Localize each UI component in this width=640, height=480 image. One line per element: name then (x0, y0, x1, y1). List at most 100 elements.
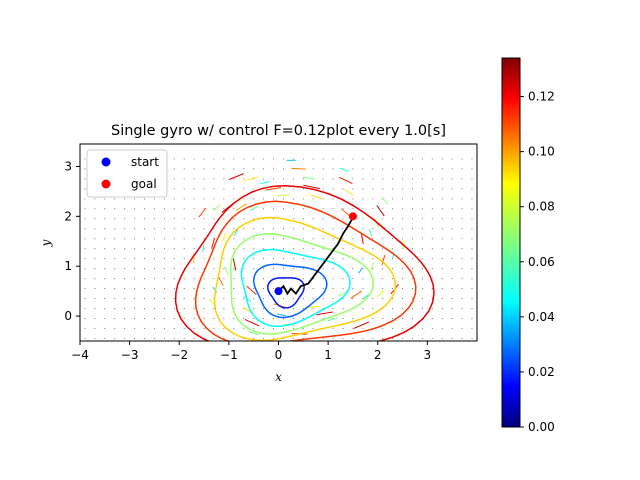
quiver-dot (302, 318, 304, 320)
quiver-dot (392, 158, 394, 160)
quiver-dot (302, 188, 304, 190)
quiver-dot (223, 278, 225, 280)
quiver-dot (173, 228, 175, 230)
quiver-dot (173, 278, 175, 280)
quiver-dot (153, 228, 155, 230)
quiver-dot (124, 248, 126, 250)
quiver-dot (372, 258, 374, 260)
quiver-dot (233, 208, 235, 210)
quiver-dot (342, 318, 344, 320)
quiver-dot (322, 268, 324, 270)
quiver-dot (312, 288, 314, 290)
quiver-arrow (353, 321, 370, 329)
quiver-dot (124, 208, 126, 210)
quiver-dot (104, 318, 106, 320)
quiver-dot (392, 248, 394, 250)
quiver-dot (402, 308, 404, 310)
quiver-dot (183, 288, 185, 290)
quiver-dot (173, 198, 175, 200)
quiver-dot (84, 327, 86, 330)
colorbar: 0.00 0.02 0.04 0.06 0.08 0.10 0.12 (501, 57, 555, 434)
quiver-dot (243, 188, 245, 190)
quiver-dot (421, 218, 423, 220)
quiver-dot (461, 228, 463, 230)
quiver-dot (143, 337, 146, 340)
quiver-dot (382, 208, 384, 210)
quiver-dot (104, 298, 106, 300)
quiver-arrow (307, 305, 321, 308)
quiver-arrow (303, 184, 320, 190)
quiver-dot (253, 168, 255, 170)
quiver-dot (84, 188, 86, 190)
quiver-dot (143, 298, 146, 300)
quiver-arrow (244, 318, 260, 327)
quiver-dot (143, 198, 146, 200)
quiver-dot (382, 278, 384, 280)
quiver-dot (84, 178, 86, 180)
quiver-dot (451, 258, 453, 260)
quiver-dot (431, 158, 433, 160)
quiver-arrow (343, 189, 355, 196)
quiver-dot (451, 218, 453, 220)
quiver-dot (312, 158, 314, 160)
quiver-dot (114, 218, 116, 220)
quiver-dot (411, 158, 414, 160)
quiver-dot (431, 248, 433, 250)
quiver-dot (183, 188, 185, 190)
quiver-dot (352, 337, 354, 340)
quiver-dot (143, 318, 146, 320)
quiver-dot (402, 318, 404, 320)
quiver-dot (362, 278, 364, 280)
legend-goal-label: goal (131, 177, 157, 191)
quiver-arrow (368, 229, 373, 237)
quiver-dot (302, 248, 304, 250)
quiver-dot (124, 258, 126, 260)
quiver-dot (411, 318, 414, 320)
quiver-dot (471, 218, 473, 220)
quiver-dot (342, 238, 344, 240)
quiver-dot (263, 298, 265, 300)
quiver-dot (402, 188, 404, 190)
quiver-dot (362, 188, 364, 190)
quiver-dot (451, 238, 453, 240)
quiver-dot (471, 268, 473, 270)
quiver-dot (372, 168, 374, 170)
quiver-arrow (248, 330, 259, 336)
quiver-dot (302, 268, 304, 270)
quiver-dot (441, 248, 443, 250)
quiver-dot (421, 298, 423, 300)
quiver-dot (322, 178, 324, 180)
quiver-dot (362, 308, 364, 310)
quiver-dot (382, 158, 384, 160)
quiver-dot (392, 178, 394, 180)
quiver-dot (183, 298, 185, 300)
quiver-arrow (310, 194, 324, 200)
quiver-dot (382, 168, 384, 170)
quiver-arrow (235, 203, 247, 211)
quiver-dot (461, 188, 463, 190)
quiver-dot (243, 327, 245, 330)
quiver-dot (451, 208, 453, 210)
quiver-dot (243, 248, 245, 250)
quiver-dot (104, 198, 106, 200)
quiver-dot (213, 337, 215, 340)
quiver-dot (362, 208, 364, 210)
quiver-dot (143, 218, 146, 220)
quiver-dot (392, 308, 394, 310)
quiver-arrow (392, 251, 395, 259)
quiver-dot (253, 258, 255, 260)
quiver-dot (94, 337, 96, 340)
quiver-dot (431, 228, 433, 230)
quiver-dot (471, 337, 473, 340)
quiver-dot (441, 318, 443, 320)
quiver-dot (104, 228, 106, 230)
quiver-dot (263, 308, 265, 310)
quiver-dot (153, 318, 155, 320)
quiver-dot (183, 208, 185, 210)
quiver-dot (223, 198, 225, 200)
quiver-dot (292, 318, 294, 320)
start-marker (274, 287, 283, 296)
quiver-dot (153, 337, 155, 340)
quiver-dot (421, 327, 423, 330)
quiver-arrow (358, 267, 363, 274)
